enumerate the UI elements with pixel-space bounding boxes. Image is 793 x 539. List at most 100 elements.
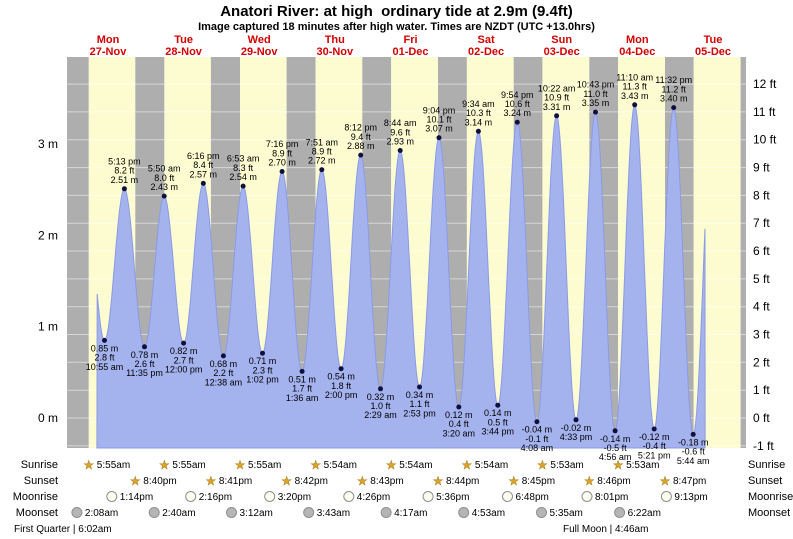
day-date-label: 03-Dec bbox=[544, 46, 580, 58]
sunset-time: 8:41pm bbox=[219, 476, 252, 487]
chart-subtitle: Image captured 18 minutes after high wat… bbox=[198, 21, 595, 33]
y-axis-label-ft: 4 ft bbox=[753, 300, 770, 314]
y-axis-label-ft: 3 ft bbox=[753, 328, 770, 342]
day-date-label: 02-Dec bbox=[468, 46, 504, 58]
low-tide-label: 4:56 am bbox=[599, 452, 632, 462]
moonset-time: 3:43am bbox=[317, 508, 350, 519]
sunset-row-label-left: Sunset bbox=[24, 475, 58, 487]
sunrise-star-icon: ★ bbox=[235, 458, 246, 472]
moonset-time: 2:40am bbox=[162, 508, 195, 519]
low-tide-label: 10:55 am bbox=[86, 362, 124, 372]
high-tide-label: 8.3 ft bbox=[233, 163, 254, 173]
low-tide-label: 2.8 ft bbox=[94, 353, 115, 363]
high-tide-label: 10.6 ft bbox=[505, 99, 531, 109]
sunrise-time: 5:55am bbox=[248, 460, 281, 471]
y-axis-label-ft: 9 ft bbox=[753, 161, 770, 175]
high-tide-label: 5:13 pm bbox=[108, 156, 141, 166]
high-tide-label: 3.35 m bbox=[582, 98, 610, 108]
low-tide-marker bbox=[612, 428, 618, 434]
moonrise-moon-icon bbox=[660, 491, 672, 502]
y-axis-label-ft: 1 ft bbox=[753, 383, 770, 397]
moonrise-moon-icon bbox=[106, 491, 118, 502]
high-tide-label: 2.72 m bbox=[308, 156, 336, 166]
low-tide-label: 0.14 m bbox=[484, 408, 512, 418]
low-tide-label: 0.78 m bbox=[131, 350, 159, 360]
high-tide-label: 3.24 m bbox=[504, 108, 532, 118]
moonset-moon-icon bbox=[226, 507, 237, 518]
sunrise-star-icon: ★ bbox=[537, 458, 548, 472]
day-label: Sat bbox=[478, 34, 495, 46]
low-tide-label: 2:29 am bbox=[364, 410, 397, 420]
high-tide-marker bbox=[200, 180, 206, 186]
moonset-time: 6:22am bbox=[628, 508, 661, 519]
y-axis-label-ft: -1 ft bbox=[753, 439, 774, 453]
high-tide-label: 2.57 m bbox=[190, 169, 218, 179]
y-axis-label-ft: 6 ft bbox=[753, 244, 770, 258]
moon-phase-note: Full Moon | 4:46am bbox=[563, 524, 648, 535]
moonrise-moon-icon bbox=[343, 491, 355, 502]
sunset-row-label-right: Sunset bbox=[748, 475, 782, 487]
y-axis-label-ft: 8 ft bbox=[753, 188, 770, 202]
day-date-label: 05-Dec bbox=[695, 46, 731, 58]
high-tide-label: 10.1 ft bbox=[426, 115, 452, 125]
high-tide-label: 8.2 ft bbox=[114, 166, 135, 176]
low-tide-label: 2:00 pm bbox=[325, 390, 358, 400]
moonrise-moon-icon bbox=[422, 491, 434, 502]
moonrise-moon-icon bbox=[185, 491, 197, 502]
sunset-star-icon: ★ bbox=[206, 474, 217, 488]
sunset-star-icon: ★ bbox=[130, 474, 141, 488]
high-tide-label: 8.0 ft bbox=[154, 173, 175, 183]
moonrise-time: 5:36pm bbox=[436, 492, 469, 503]
low-tide-marker bbox=[456, 404, 462, 410]
low-tide-label: 0.85 m bbox=[91, 343, 119, 353]
low-tide-label: 0.12 m bbox=[445, 410, 473, 420]
high-tide-label: 9:54 pm bbox=[501, 90, 534, 100]
moonrise-time: 1:14pm bbox=[120, 492, 153, 503]
moonrise-time: 8:01pm bbox=[595, 492, 628, 503]
high-tide-marker bbox=[358, 152, 364, 158]
sunset-star-icon: ★ bbox=[660, 474, 671, 488]
moonrise-moon-icon bbox=[581, 491, 593, 502]
moonset-time: 4:17am bbox=[394, 508, 427, 519]
moonset-time: 5:35am bbox=[550, 508, 583, 519]
high-tide-label: 8:44 am bbox=[384, 118, 417, 128]
low-tide-label: 4:33 pm bbox=[560, 432, 593, 442]
moonset-moon-icon bbox=[303, 507, 315, 518]
sunrise-time: 5:54am bbox=[324, 460, 357, 471]
low-tide-marker bbox=[534, 419, 540, 425]
low-tide-marker bbox=[181, 340, 187, 346]
day-date-label: 01-Dec bbox=[392, 46, 428, 58]
day-date-label: 04-Dec bbox=[619, 46, 655, 58]
moonrise-moon-icon bbox=[502, 491, 513, 502]
high-tide-marker bbox=[397, 148, 403, 153]
day-date-label: 29-Nov bbox=[241, 46, 279, 58]
high-tide-label: 3.07 m bbox=[425, 124, 453, 134]
high-tide-label: 11:10 am bbox=[616, 72, 653, 82]
day-label: Fri bbox=[403, 34, 417, 46]
low-tide-label: -0.04 m bbox=[522, 425, 553, 435]
sunrise-star-icon: ★ bbox=[462, 458, 473, 472]
low-tide-marker bbox=[573, 417, 579, 423]
low-tide-label: 3:44 pm bbox=[482, 427, 515, 437]
y-axis-label-m: 0 m bbox=[38, 411, 58, 425]
high-tide-marker bbox=[319, 167, 325, 173]
low-tide-label: 12:38 am bbox=[205, 377, 243, 387]
sunrise-time: 5:54am bbox=[399, 460, 432, 471]
low-tide-label: 2.6 ft bbox=[134, 359, 155, 369]
low-tide-label: 0.82 m bbox=[170, 346, 198, 356]
day-label: Wed bbox=[248, 34, 271, 46]
moonset-moon-icon bbox=[71, 507, 83, 518]
sunset-star-icon: ★ bbox=[433, 474, 444, 488]
high-tide-label: 3.31 m bbox=[543, 102, 571, 112]
day-label: Thu bbox=[325, 34, 345, 46]
low-tide-label: 0.5 ft bbox=[488, 417, 509, 427]
y-axis-label-m: 3 m bbox=[38, 137, 58, 151]
y-axis-label-ft: 10 ft bbox=[753, 133, 777, 147]
high-tide-label: 7:16 pm bbox=[266, 139, 299, 149]
moonset-moon-icon bbox=[458, 507, 470, 518]
moonset-moon-icon bbox=[614, 507, 626, 518]
low-tide-label: 5:21 pm bbox=[638, 450, 671, 460]
moonrise-time: 2:16pm bbox=[199, 492, 232, 503]
sunset-star-icon: ★ bbox=[584, 474, 595, 488]
